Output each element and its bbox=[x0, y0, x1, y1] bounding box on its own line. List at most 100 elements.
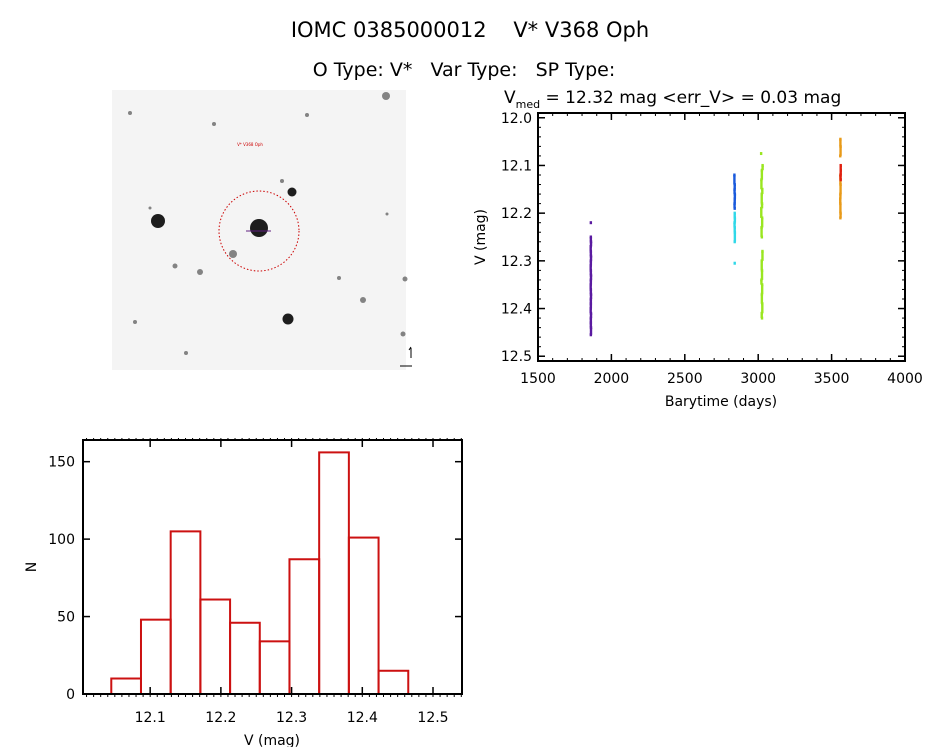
star bbox=[151, 214, 165, 228]
lc-point-run bbox=[761, 189, 764, 195]
lc-point bbox=[733, 261, 736, 265]
lc-point-run bbox=[760, 260, 763, 271]
lc-point-run bbox=[760, 208, 763, 218]
light-curve-chart: Vmed = 12.32 mag <err_V> = 0.03 mag Bary… bbox=[473, 88, 923, 410]
lc-point-run bbox=[733, 217, 737, 223]
star bbox=[337, 276, 341, 280]
lc-xlabel: Barytime (days) bbox=[665, 394, 777, 410]
lc-point-run bbox=[589, 318, 593, 323]
lc-xtick-label: 2000 bbox=[594, 371, 630, 387]
lc-point-run bbox=[733, 203, 736, 209]
lc-point-run bbox=[760, 203, 764, 209]
lc-ytick-label: 12.1 bbox=[501, 158, 532, 174]
lc-point-run bbox=[733, 184, 736, 190]
lc-point bbox=[839, 216, 842, 220]
star bbox=[400, 331, 406, 337]
lc-point-run bbox=[589, 294, 593, 299]
lc-point-run bbox=[589, 256, 593, 261]
star bbox=[184, 351, 188, 355]
lc-point-run bbox=[589, 251, 593, 257]
lc-point-run bbox=[760, 294, 764, 304]
lc-point-run bbox=[589, 289, 593, 295]
lc-point-run bbox=[589, 246, 592, 252]
hist-xlabel: V (mag) bbox=[244, 733, 300, 747]
lc-point-run bbox=[761, 165, 764, 171]
lc-point-run bbox=[589, 265, 592, 271]
star bbox=[402, 276, 408, 282]
star bbox=[382, 92, 390, 100]
hist-bar bbox=[110, 677, 142, 696]
lc-point-run bbox=[839, 203, 842, 214]
lc-point-run bbox=[839, 213, 842, 218]
lc-point-run bbox=[839, 139, 842, 147]
lc-ytick-label: 12.4 bbox=[501, 302, 532, 318]
lc-point-run bbox=[760, 284, 764, 295]
lc-point-run bbox=[760, 217, 764, 228]
histogram-chart: V (mag) N 12.1 12.2 12.3 12.4 12.5 0 50 100 150 bbox=[24, 438, 463, 749]
lc-point-run bbox=[589, 279, 593, 285]
lc-point-run bbox=[839, 146, 842, 156]
lc-point-run bbox=[589, 260, 593, 266]
field-stars bbox=[128, 92, 408, 355]
lc-point-run bbox=[760, 227, 763, 237]
lc-series-season-4 bbox=[759, 152, 764, 320]
lc-ytick-label: 12.0 bbox=[501, 111, 532, 127]
lc-ytick-label: 12.5 bbox=[501, 349, 532, 365]
hist-xtick-label: 12.3 bbox=[276, 710, 307, 726]
lc-point-run bbox=[589, 322, 593, 328]
lc-series-season-5b bbox=[839, 163, 842, 182]
star bbox=[282, 313, 294, 325]
lc-series-season-1 bbox=[589, 221, 593, 337]
lc-point-run bbox=[589, 275, 593, 280]
lc-point-run bbox=[589, 313, 593, 319]
lc-point-run bbox=[760, 313, 763, 319]
lc-frame bbox=[537, 112, 906, 362]
lc-xtick-label: 2500 bbox=[667, 371, 703, 387]
star bbox=[250, 219, 268, 237]
lc-series-season-2 bbox=[733, 173, 737, 210]
lc-point-run bbox=[760, 179, 763, 190]
lc-point-run bbox=[761, 251, 764, 261]
lc-point-run bbox=[760, 194, 763, 204]
lc-point-run bbox=[733, 232, 737, 242]
target-label: V* V368 Oph bbox=[237, 142, 263, 147]
lc-xtick-label: 4000 bbox=[887, 371, 923, 387]
lc-point-run bbox=[589, 303, 593, 309]
star bbox=[172, 263, 178, 269]
lc-point-run bbox=[839, 175, 842, 180]
lc-point-run bbox=[733, 222, 736, 228]
hist-ytick-label: 100 bbox=[48, 532, 75, 548]
hist-xtick-label: 12.5 bbox=[417, 710, 448, 726]
lc-ytick-label: 12.2 bbox=[501, 206, 532, 222]
lc-point-run bbox=[839, 165, 842, 171]
lc-point-run bbox=[839, 194, 842, 199]
lc-point-run bbox=[761, 303, 764, 314]
hist-bar bbox=[229, 621, 261, 696]
lc-xtick-label: 3000 bbox=[740, 371, 776, 387]
lc-point-run bbox=[733, 189, 736, 195]
north-arrow-icon bbox=[408, 346, 412, 358]
hist-ylabel: N bbox=[24, 562, 40, 572]
hist-xtick-label: 12.1 bbox=[135, 710, 166, 726]
star bbox=[133, 320, 137, 324]
lc-xtick-label: 3500 bbox=[814, 371, 850, 387]
star bbox=[385, 212, 389, 216]
hist-xtick-label: 12.2 bbox=[205, 710, 236, 726]
lc-point-run bbox=[733, 227, 736, 233]
lc-point-run bbox=[589, 308, 592, 314]
hist-xtick-label: 12.4 bbox=[347, 710, 378, 726]
figure-title: IOMC 0385000012 V* V368 Oph bbox=[291, 18, 649, 42]
hist-bar bbox=[258, 640, 291, 696]
hist-bar bbox=[199, 598, 232, 696]
lc-point-run bbox=[760, 270, 764, 280]
hist-bar bbox=[288, 558, 321, 695]
star bbox=[360, 297, 366, 303]
star bbox=[212, 122, 216, 126]
lc-point-run bbox=[733, 198, 736, 204]
lc-point-run bbox=[839, 170, 842, 175]
lc-title: Vmed = 12.32 mag <err_V> = 0.03 mag bbox=[504, 88, 841, 111]
hist-ytick-label: 0 bbox=[66, 687, 75, 703]
hist-bar bbox=[347, 536, 380, 696]
lc-point bbox=[759, 152, 763, 156]
